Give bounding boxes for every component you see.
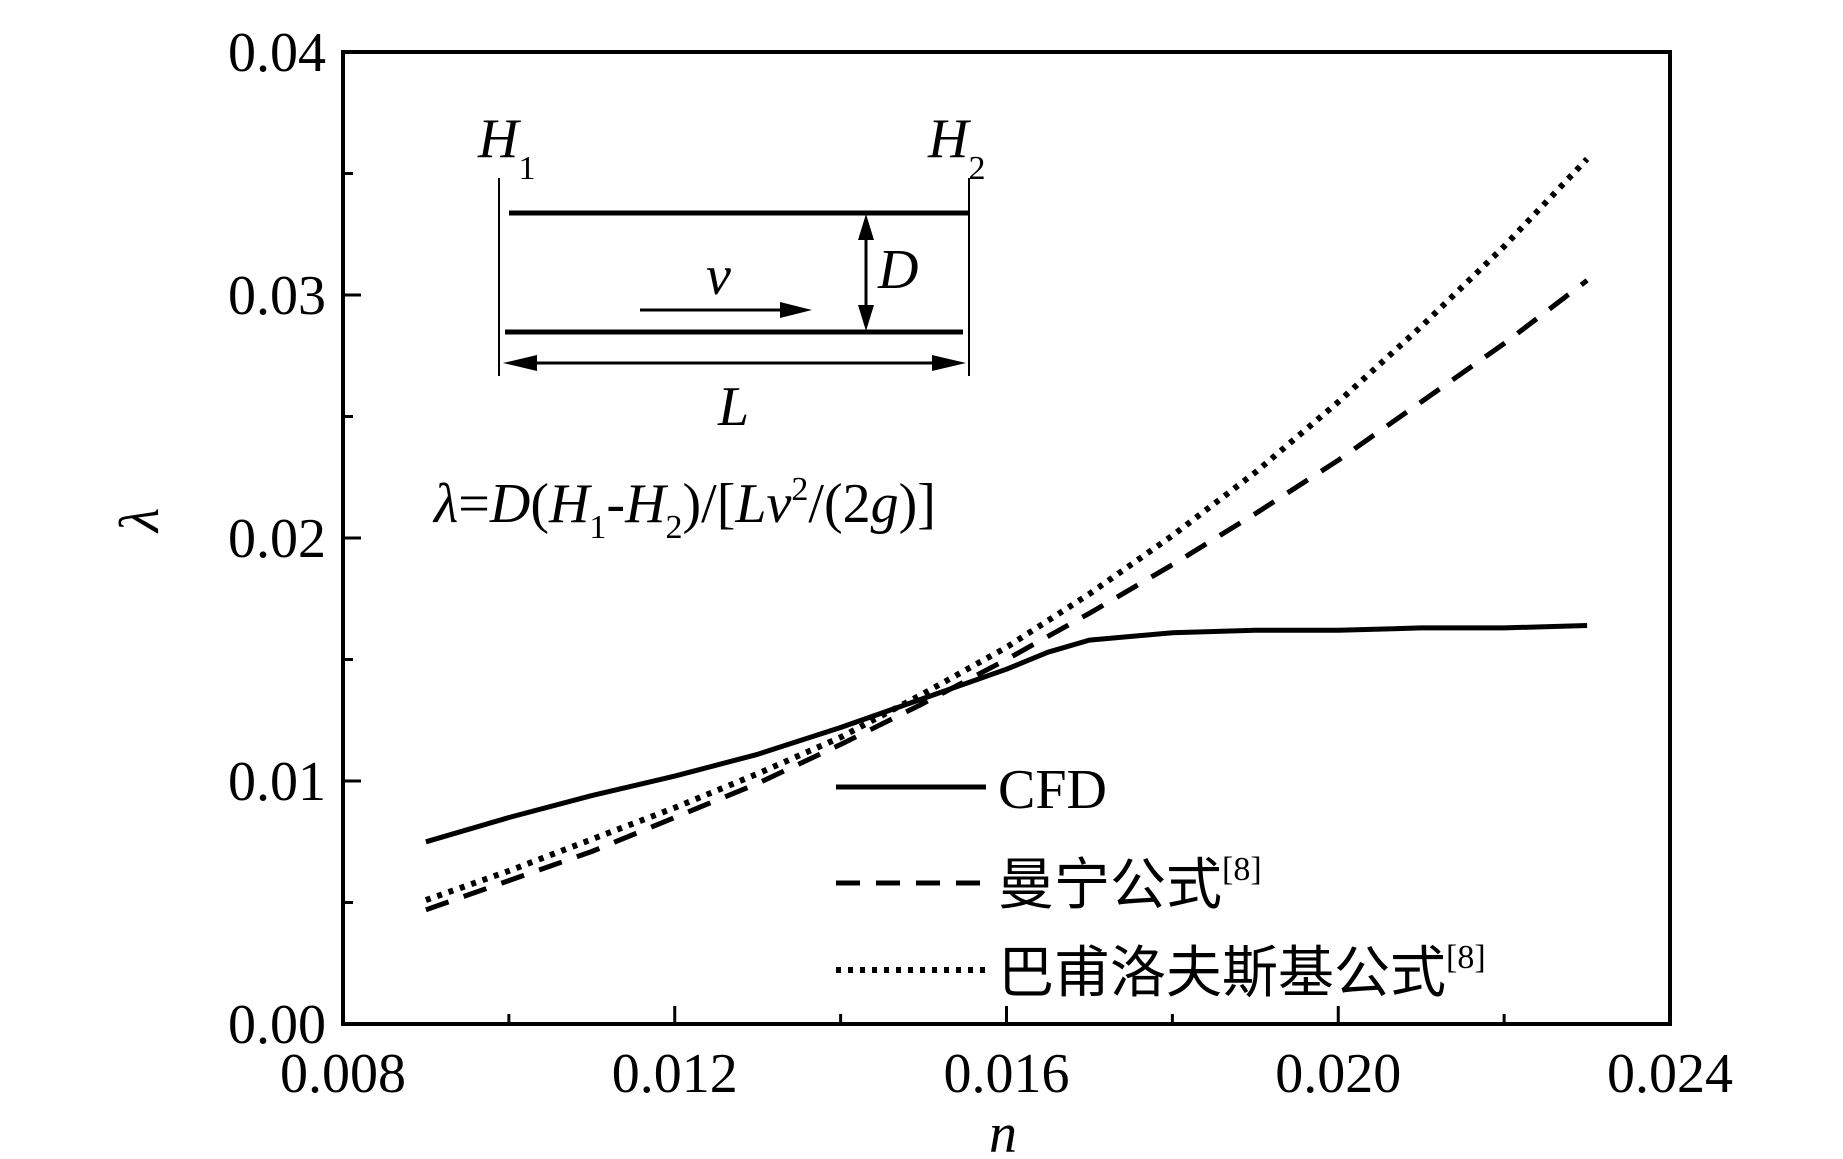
h2-label: H2 xyxy=(927,108,985,187)
h1-label: H1 xyxy=(477,108,535,187)
series-manning-line xyxy=(425,278,1589,913)
legend-label-manning: 曼宁公式[8] xyxy=(998,851,1262,917)
legend-label-pavlovsky: 巴甫洛夫斯基公式[8] xyxy=(998,939,1486,1005)
length-arrowhead-right xyxy=(932,355,966,371)
diameter-arrowhead-down xyxy=(858,305,874,331)
y-tick-label: 0.03 xyxy=(228,265,326,327)
velocity-arrowhead xyxy=(780,302,812,318)
series-pavlovsky-line xyxy=(424,156,1590,903)
x-tick-label: 0.024 xyxy=(1607,1043,1733,1105)
x-tick-label: 0.008 xyxy=(280,1043,406,1105)
friction-formula: λ=D(H1-H2)/[Lv2/(2g)] xyxy=(432,471,936,546)
y-tick-label: 0.04 xyxy=(228,22,326,84)
pipe-diagram: H1 H2 D v L xyxy=(477,108,985,438)
legend-label-cfd: CFD xyxy=(998,759,1107,821)
y-tick-label: 0.00 xyxy=(228,994,326,1056)
diameter-arrowhead-up xyxy=(858,214,874,240)
x-tick-label: 0.016 xyxy=(944,1043,1070,1105)
x-tick-label: 0.012 xyxy=(612,1043,738,1105)
x-tick-label: 0.020 xyxy=(1275,1043,1401,1105)
y-tick-label: 0.02 xyxy=(228,508,326,570)
series-cfd-line xyxy=(425,623,1588,845)
ticks-layer: 0.008 0.012 0.016 0.020 0.024 0.00 0.01 0.02 0.0… xyxy=(228,22,1733,1105)
length-label: L xyxy=(717,376,749,438)
length-arrowhead-left xyxy=(503,355,537,371)
velocity-label: v xyxy=(706,245,731,307)
x-axis-title: n xyxy=(989,1103,1017,1159)
diameter-label: D xyxy=(877,239,918,301)
y-tick-label: 0.01 xyxy=(228,751,326,813)
legend: CFD 曼宁公式[8] 巴甫洛夫斯基公式[8] xyxy=(836,759,1486,1005)
series-layer xyxy=(424,156,1590,913)
y-axis-title: λ xyxy=(109,508,171,534)
